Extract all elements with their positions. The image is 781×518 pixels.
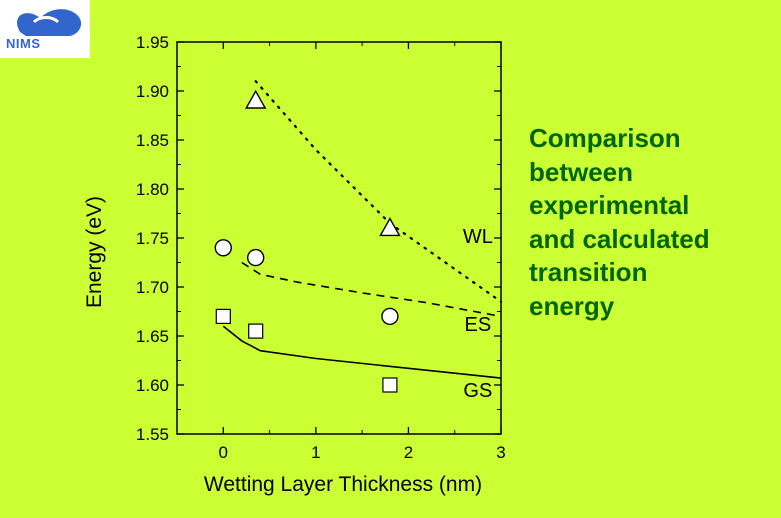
data-point-gs <box>248 323 264 339</box>
series-label-es: ES <box>465 314 492 336</box>
x-tick-label: 2 <box>404 443 413 462</box>
y-tick-label: 1.65 <box>136 327 169 346</box>
data-point-gs <box>382 377 398 393</box>
theory-line-gs <box>222 325 502 379</box>
x-axis-label: Wetting Layer Thickness (nm) <box>204 473 482 496</box>
y-tick-label: 1.60 <box>136 376 169 395</box>
plot-frame <box>176 41 502 435</box>
theory-line-wl <box>254 80 503 303</box>
data-point-es <box>246 248 265 267</box>
side-note-line: between <box>529 156 634 187</box>
logo-graphic <box>17 9 82 37</box>
nims-logo: NIMS <box>0 0 90 58</box>
y-tick-label: 1.55 <box>136 425 169 444</box>
theory-line-es <box>241 261 502 318</box>
side-note-line: experimental <box>529 190 690 220</box>
data-point-wl <box>244 89 267 109</box>
data-point-wl <box>379 217 401 237</box>
y-axis-label: Energy (eV) <box>83 196 106 308</box>
side-note-line: and calculated <box>529 223 710 254</box>
side-note: Comparison between experimental and calc… <box>529 122 769 323</box>
y-tick-label: 1.85 <box>136 131 169 150</box>
x-tick-label: 3 <box>496 443 505 462</box>
y-tick-label: 1.75 <box>136 229 169 248</box>
data-point-es <box>214 239 232 257</box>
data-point-es <box>381 307 399 326</box>
data-point-gs <box>215 308 231 324</box>
series-label-gs: GS <box>463 380 492 402</box>
y-tick-label: 1.90 <box>136 82 169 101</box>
logo-text: NIMS <box>6 36 41 51</box>
x-tick-label: 0 <box>219 443 228 462</box>
y-tick-label: 1.80 <box>136 180 169 199</box>
y-tick-label: 1.70 <box>136 278 169 297</box>
side-note-line: energy <box>529 290 615 321</box>
x-tick-label: 1 <box>311 443 320 462</box>
y-tick-label: 1.95 <box>136 33 169 52</box>
side-note-line: transition <box>529 257 648 287</box>
series-label-wl: WL <box>463 226 493 248</box>
side-note-line: Comparison <box>529 123 681 153</box>
